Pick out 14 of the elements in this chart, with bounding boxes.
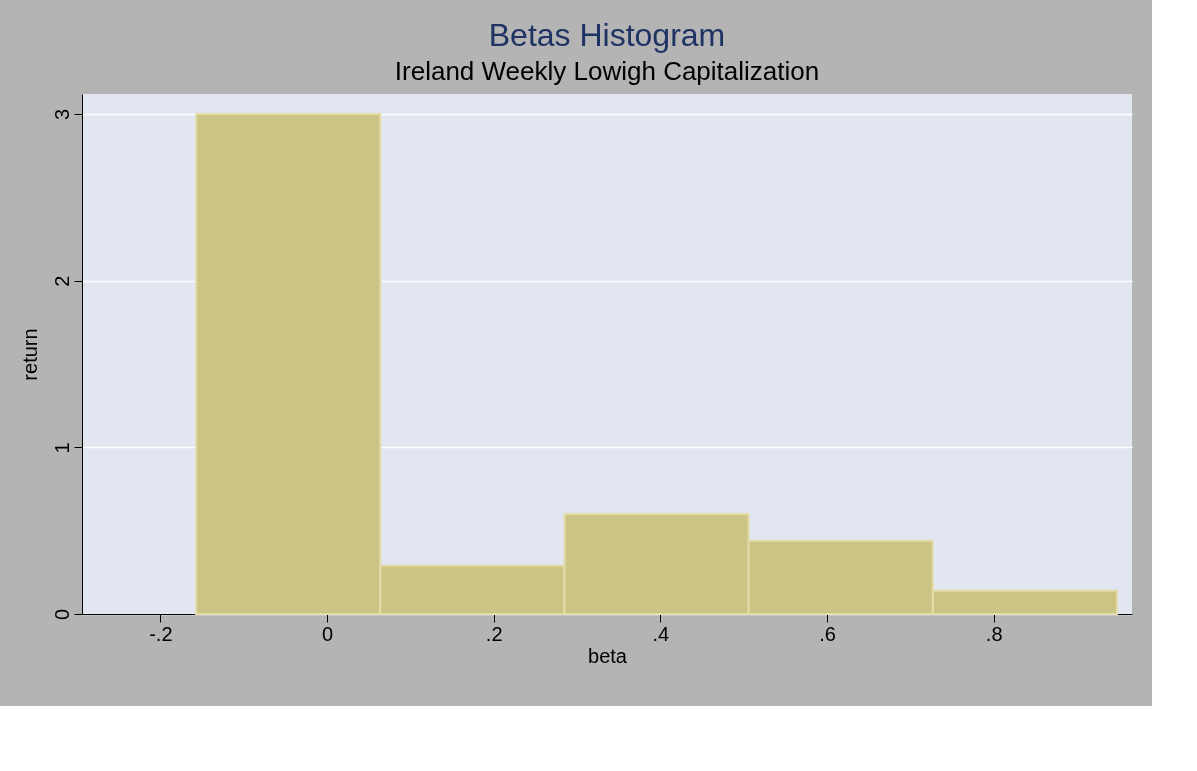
- x-axis-title: beta: [588, 644, 628, 667]
- y-tick-label: 2: [50, 275, 73, 287]
- x-tick-label: .2: [485, 622, 503, 645]
- x-tick-label: .8: [985, 622, 1003, 645]
- y-axis-title: return: [18, 328, 41, 381]
- chart-title: Betas Histogram: [488, 17, 726, 53]
- x-tick-label: .6: [819, 622, 836, 645]
- x-tick-label: -.2: [149, 622, 173, 645]
- x-tick-label: 0: [321, 622, 334, 645]
- y-tick-label: 0: [50, 608, 73, 621]
- y-tick-label: 1: [50, 442, 73, 454]
- y-tick-label: 3: [50, 108, 73, 121]
- x-tick-label: .4: [652, 622, 670, 645]
- chart-subtitle: Ireland Weekly Lowigh Capitalization: [394, 56, 820, 86]
